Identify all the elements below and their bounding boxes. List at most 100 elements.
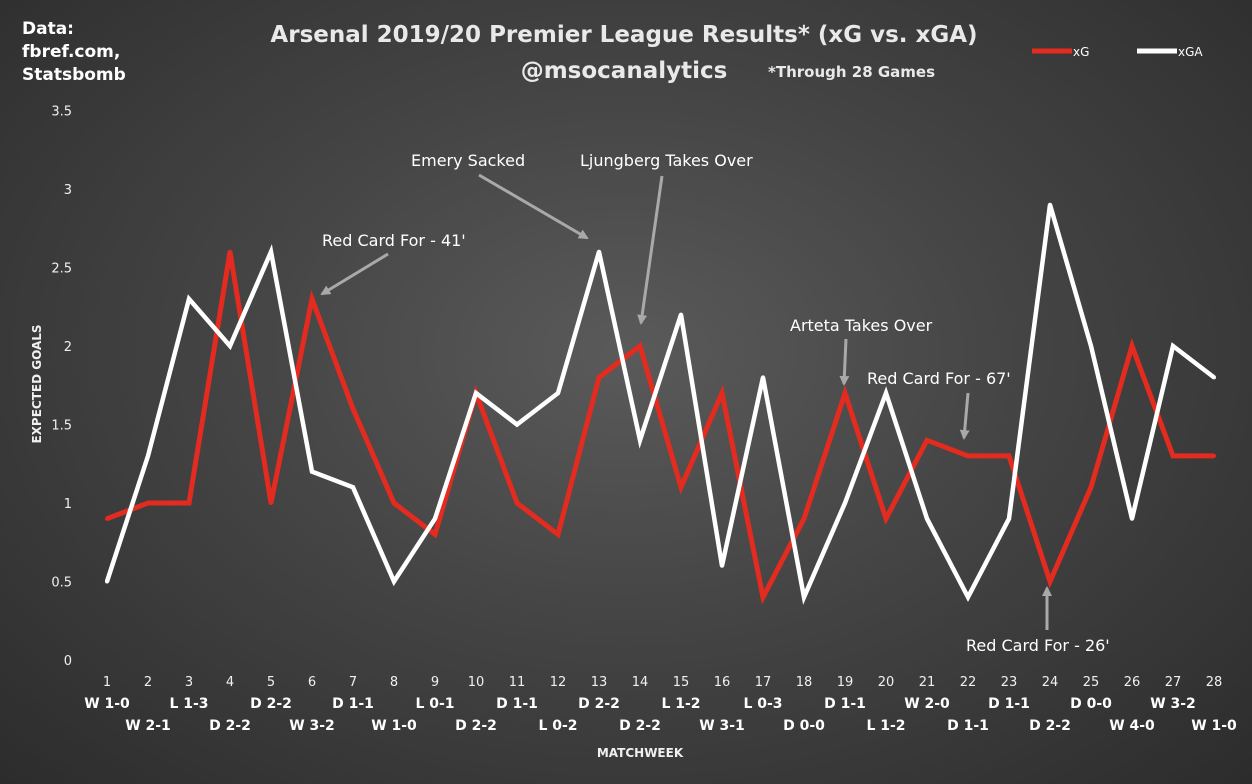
annotation-arrow-ljungberg — [637, 175, 664, 325]
x-tick-label: 3 — [185, 675, 193, 690]
x-tick-label: 15 — [673, 675, 690, 690]
data-point-xga — [597, 249, 601, 254]
result-label: D 1-1 — [988, 696, 1030, 712]
data-point-xga — [187, 296, 191, 301]
annotations: Red Card For - 41' Emery Sacked Ljungber… — [320, 151, 1110, 655]
data-point-xg — [392, 501, 396, 505]
x-tick-label: 23 — [1001, 675, 1018, 690]
y-tick-label: 1.5 — [51, 419, 72, 434]
data-point-xg — [1171, 453, 1175, 458]
y-tick-label: 2.5 — [51, 262, 72, 277]
data-point-xg — [1130, 344, 1134, 348]
data-point-xg — [310, 296, 314, 301]
y-tick-label: 0 — [64, 654, 72, 669]
result-label: D 2-2 — [578, 696, 620, 712]
data-point-xg — [351, 406, 355, 411]
result-label: L 0-3 — [743, 696, 782, 712]
annotation-arrow-arteta — [839, 338, 850, 386]
legend-label-xga: xGA — [1178, 45, 1203, 59]
x-tick-label: 8 — [390, 675, 398, 690]
result-label: D 1-1 — [947, 718, 989, 734]
data-point-xg — [679, 485, 683, 490]
x-tick-label: 27 — [1165, 675, 1182, 690]
result-label: W 1-0 — [84, 696, 130, 712]
data-point-xg — [884, 516, 888, 521]
data-point-xga — [802, 595, 806, 600]
result-label: D 1-1 — [332, 696, 374, 712]
result-label: W 3-2 — [289, 718, 335, 734]
x-tick-label: 20 — [878, 675, 895, 690]
data-point-xg — [843, 391, 847, 396]
data-point-xg — [187, 501, 191, 505]
result-label: D 1-1 — [496, 696, 538, 712]
result-label: D 2-2 — [250, 696, 292, 712]
y-tick-label: 3.5 — [51, 105, 72, 120]
data-point-xga — [310, 469, 314, 474]
data-point-xga — [351, 485, 355, 490]
data-point-xga — [433, 516, 437, 521]
x-tick-label: 11 — [509, 675, 526, 690]
data-point-xg — [597, 375, 601, 380]
data-point-xga — [638, 438, 642, 443]
x-tick-labels: 1 2 3 4 5 6 7 8 9 10 11 12 13 14 15 16 17 18 19 20 21 22 23 24 2… — [103, 675, 1222, 690]
data-point-xg — [433, 532, 437, 537]
annotation-red-card-41: Red Card For - 41' — [322, 231, 466, 250]
data-point-xga — [761, 375, 765, 380]
data-point-xga — [515, 422, 519, 427]
data-point-xga — [146, 453, 150, 458]
chart-title: Arsenal 2019/20 Premier League Results* … — [270, 22, 977, 48]
series-line-xga — [104, 204, 1216, 605]
result-label: D 2-2 — [619, 718, 661, 734]
data-point-xg — [515, 501, 519, 505]
result-label: D 2-2 — [209, 718, 251, 734]
data-point-xga — [884, 391, 888, 396]
x-tick-label: 5 — [267, 675, 275, 690]
result-label: W 1-0 — [1191, 718, 1237, 734]
x-tick-label: 9 — [431, 675, 439, 690]
x-tick-label: 16 — [714, 675, 731, 690]
x-tick-label: 21 — [919, 675, 936, 690]
legend-label-xg: xG — [1073, 45, 1089, 59]
data-point-xg — [105, 516, 109, 521]
result-label: D 2-2 — [1029, 718, 1071, 734]
result-label: W 2-1 — [125, 718, 171, 734]
data-point-xg — [925, 438, 929, 443]
source-line-1: Data: — [22, 19, 74, 39]
data-point-xga — [269, 249, 273, 254]
data-point-xg — [1212, 453, 1216, 458]
x-tick-label: 10 — [468, 675, 485, 690]
source-line-2: fbref.com, — [22, 42, 120, 62]
annotation-arrow-emery-sacked — [478, 173, 589, 240]
data-point-xg — [1007, 453, 1011, 458]
data-point-xga — [966, 595, 970, 600]
data-point-xga — [1130, 516, 1134, 521]
data-point-xga — [556, 391, 560, 396]
result-label: D 0-0 — [1070, 696, 1112, 712]
source-line-3: Statsbomb — [22, 65, 126, 85]
x-tick-label: 6 — [308, 675, 316, 690]
result-label: W 3-2 — [1150, 696, 1196, 712]
x-tick-label: 13 — [591, 675, 608, 690]
x-tick-label: 25 — [1083, 675, 1100, 690]
annotation-arrow-red-card-67 — [959, 392, 970, 440]
data-point-xga — [228, 344, 232, 348]
result-label: L 0-1 — [415, 696, 454, 712]
result-label: D 0-0 — [783, 718, 825, 734]
x-axis-label: MATCHWEEK — [597, 746, 684, 760]
data-point-xg — [720, 391, 724, 396]
series-lines — [104, 202, 1216, 605]
data-point-xg — [269, 501, 273, 505]
x-tick-label: 7 — [349, 675, 357, 690]
data-point-xg — [638, 344, 642, 348]
data-point-xga — [720, 563, 724, 568]
x-tick-label: 18 — [796, 675, 813, 690]
result-label: L 1-3 — [169, 696, 208, 712]
x-tick-label: 19 — [837, 675, 854, 690]
annotation-red-card-26: Red Card For - 26' — [966, 636, 1110, 655]
y-tick-label: 2 — [64, 340, 72, 355]
data-point-xg — [1089, 485, 1093, 490]
data-point-xga — [1007, 516, 1011, 521]
x-tick-label: 17 — [755, 675, 772, 690]
result-label: L 1-2 — [866, 718, 905, 734]
